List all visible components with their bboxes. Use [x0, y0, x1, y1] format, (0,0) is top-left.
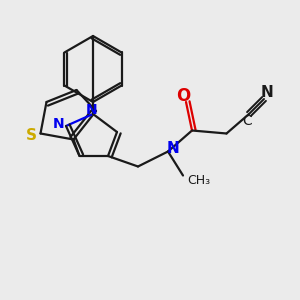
Text: N: N: [86, 103, 97, 116]
Text: N: N: [261, 85, 273, 100]
Text: N: N: [53, 118, 64, 131]
Text: S: S: [26, 128, 37, 142]
Text: O: O: [176, 87, 190, 105]
Text: C: C: [243, 114, 252, 128]
Text: CH₃: CH₃: [188, 174, 211, 188]
Text: N: N: [166, 141, 179, 156]
